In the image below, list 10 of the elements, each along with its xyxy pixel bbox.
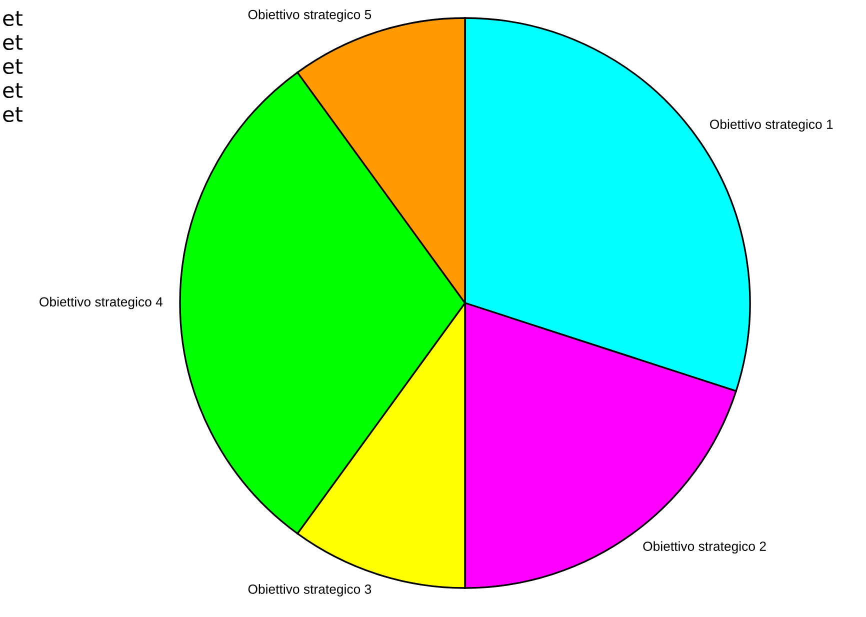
text: et <box>3 11 22 26</box>
text: et <box>3 35 22 50</box>
slice-label: Obiettivo strategico 3 <box>248 584 372 596</box>
slice-label: Obiettivo strategico 4 <box>40 296 163 310</box>
text: et <box>3 107 22 122</box>
slice-label: Obiettivo strategico 2 <box>643 541 766 554</box>
slice-label: Obiettivo strategico 1 <box>710 119 833 132</box>
text: et <box>3 59 22 74</box>
slice-label: Obiettivo strategico 5 <box>248 10 372 22</box>
text: et <box>3 83 22 98</box>
